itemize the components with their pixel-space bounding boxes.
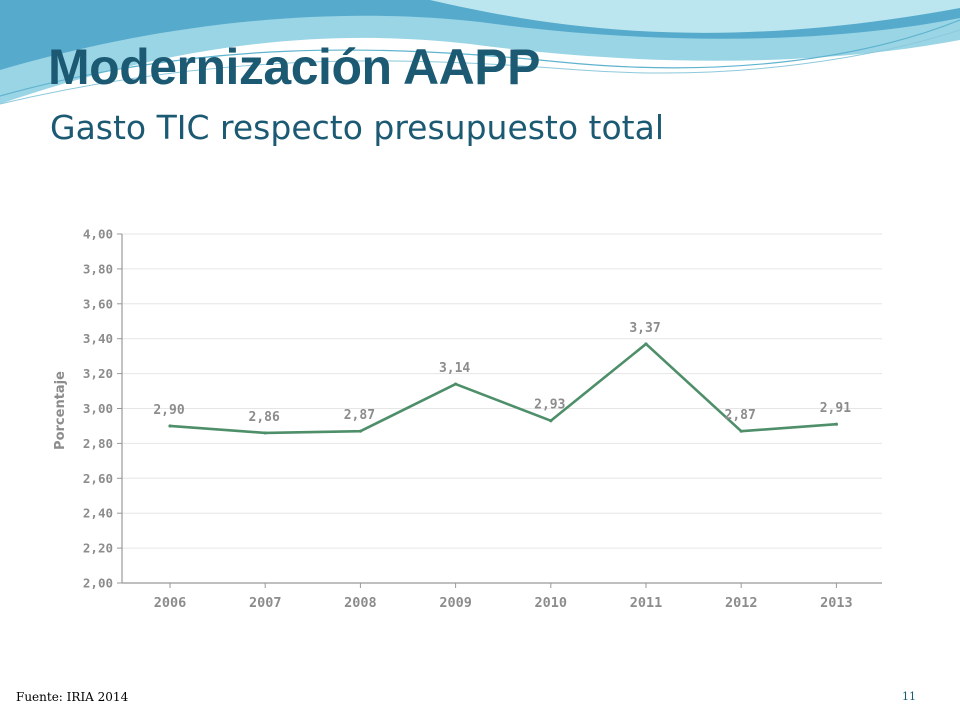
x-tick-label: 2013: [820, 595, 853, 611]
x-tick-label: 2006: [154, 595, 187, 611]
data-point: [549, 419, 553, 423]
y-tick-label: 3,60: [83, 296, 113, 311]
x-tick-label: 2009: [439, 595, 472, 611]
x-tick-label: 2007: [249, 595, 282, 611]
y-tick-label: 2,80: [83, 436, 113, 451]
x-tick-label: 2011: [630, 595, 663, 611]
y-tick-label: 3,00: [83, 401, 113, 416]
data-label: 2,91: [820, 401, 851, 416]
data-point: [644, 342, 648, 346]
slide-title: Modernización AAPP: [48, 39, 540, 95]
x-tick-label: 2012: [725, 595, 758, 611]
y-tick-label: 3,40: [83, 331, 113, 346]
source-note: Fuente: IRIA 2014: [16, 690, 129, 704]
y-tick-label: 2,40: [83, 506, 113, 521]
data-point: [358, 429, 362, 433]
y-tick-label: 2,60: [83, 471, 113, 486]
data-label: 2,87: [725, 408, 756, 423]
y-tick-label: 2,20: [83, 541, 113, 556]
y-tick-label: 3,20: [83, 366, 113, 381]
slide-subtitle: Gasto TIC respecto presupuesto total: [50, 108, 665, 147]
y-tick-label: 4,00: [83, 227, 113, 242]
y-tick-label: 3,80: [83, 261, 113, 276]
data-point: [168, 424, 172, 428]
x-tick-label: 2008: [344, 595, 377, 611]
y-tick-label: 2,00: [83, 576, 113, 591]
page-number: 11: [902, 690, 916, 703]
data-label: 3,14: [439, 361, 470, 376]
data-point: [454, 382, 458, 386]
data-label: 2,93: [534, 398, 565, 413]
series-line: [168, 342, 838, 435]
data-point: [739, 429, 743, 433]
data-label: 2,90: [153, 403, 184, 418]
x-tick-label: 2010: [535, 595, 568, 611]
data-label: 2,86: [249, 410, 280, 425]
data-point: [834, 422, 839, 426]
y-axis-title: Porcentaje: [53, 371, 68, 450]
data-label: 3,37: [629, 321, 660, 336]
data-label: 2,87: [344, 408, 375, 423]
data-point: [263, 431, 267, 435]
